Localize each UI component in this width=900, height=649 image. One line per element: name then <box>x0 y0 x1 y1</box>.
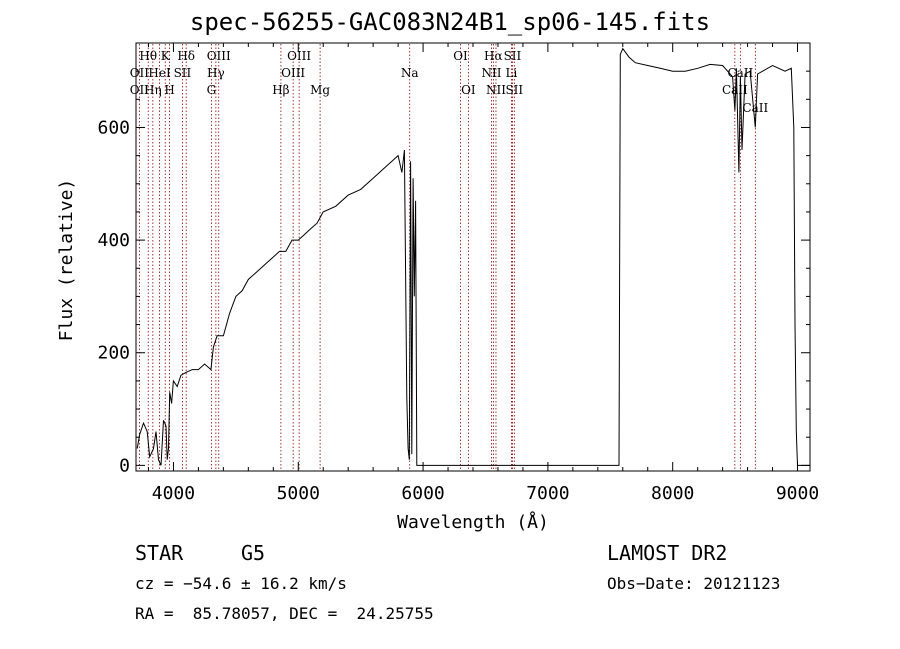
spectral-line-label: SII <box>504 49 522 63</box>
spectrum-line <box>136 47 810 466</box>
axes-layer: 4000 5000 6000 7000 8000 9000 0 200 400 600 <box>97 43 819 504</box>
spectral-line-label: G <box>207 83 217 97</box>
spectral-line-label: NII <box>481 66 501 80</box>
spectral-line-label: SII <box>505 83 523 97</box>
spectral-line-label: Mg <box>310 83 330 97</box>
spectral-line-label: Hγ <box>207 66 225 80</box>
spectral-line-label: CaII <box>727 66 753 80</box>
spectral-line-label: Li <box>506 66 518 80</box>
x-tick-label: 7000 <box>526 483 569 504</box>
x-tick-label: 8000 <box>651 483 694 504</box>
y-tick-label: 600 <box>97 117 130 138</box>
spectral-line-label: OIII <box>207 49 231 63</box>
survey-name: LAMOST DR2 <box>607 541 728 565</box>
observation-date: Obs−Date: 20121123 <box>607 574 781 593</box>
spectral-line-label: OI <box>461 83 476 97</box>
spectral-line-label: SII <box>174 66 192 80</box>
spectral-line-label: Hα <box>484 49 503 63</box>
object-class: STAR <box>135 541 184 565</box>
spectral-line-label: H <box>164 83 174 97</box>
spectrum-series-layer <box>136 47 810 466</box>
redshift-cz: cz = −54.6 ± 16.2 km/s <box>135 574 347 593</box>
spectral-line-label: Na <box>401 66 419 80</box>
spectral-line-label: Hβ <box>272 83 289 97</box>
object-subclass: G5 <box>241 541 266 565</box>
chart-title: spec-56255-GAC083N24B1_sp06-145.fits <box>189 8 711 36</box>
spectral-line-label: CaII <box>742 101 768 115</box>
spectral-line-label: K <box>161 49 171 63</box>
spectral-line-label: OIII <box>281 66 305 80</box>
spectral-line-label: OIII <box>287 49 311 63</box>
spectral-lines-layer <box>138 44 756 470</box>
spectral-line-label: NII <box>486 83 506 97</box>
y-tick-label: 0 <box>119 455 130 476</box>
plot-frame <box>135 42 811 472</box>
spectral-line-label: OI <box>453 49 468 63</box>
y-axis-label: Flux (relative) <box>56 179 77 342</box>
spectral-line-label: OII <box>130 66 150 80</box>
y-tick-label: 200 <box>97 343 130 364</box>
y-tick-label: 400 <box>97 230 130 251</box>
spectral-line-label: CaII <box>722 83 748 97</box>
x-tick-label: 5000 <box>277 483 320 504</box>
spectral-line-label: Hθ <box>139 49 157 63</box>
x-tick-label: 4000 <box>152 483 195 504</box>
spectral-line-label: OII <box>130 83 150 97</box>
spectral-line-label: HeI <box>148 66 171 80</box>
x-tick-label: 6000 <box>401 483 444 504</box>
x-axis-label: Wavelength (Å) <box>397 511 549 533</box>
x-tick-label: 9000 <box>776 483 819 504</box>
spectral-line-label: Hδ <box>177 49 195 63</box>
coordinates: RA = 85.78057, DEC = 24.25755 <box>135 604 434 623</box>
spectral-line-label: Hη <box>144 83 162 97</box>
